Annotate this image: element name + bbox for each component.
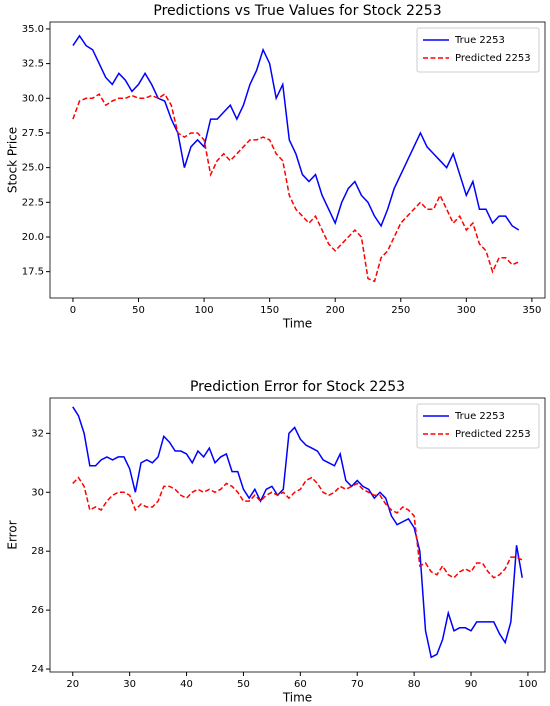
x-tick-label: 150 [260,305,279,316]
y-tick-label: 30.0 [22,93,44,104]
y-tick-label: 30 [31,487,44,498]
y-tick-label: 25.0 [22,163,44,174]
legend-label: True 2253 [454,35,505,46]
plot-frame [49,397,546,673]
chart-title: Predictions vs True Values for Stock 225… [153,3,441,19]
y-axis-label: Error [6,520,20,549]
x-tick-label: 20 [66,679,79,690]
y-tick-label: 24 [31,664,44,675]
x-axis-label: Time [282,317,312,331]
legend-label: Predicted 2253 [455,429,531,440]
y-tick-label: 28 [31,546,44,557]
y-tick-label: 27.5 [22,128,44,139]
x-tick-label: 90 [465,679,478,690]
legend-label: True 2253 [454,411,505,422]
x-tick-label: 80 [408,679,421,690]
y-tick-label: 35.0 [22,24,44,35]
x-tick-label: 70 [351,679,364,690]
x-tick-label: 60 [294,679,307,690]
series-line [72,406,523,659]
y-tick-label: 22.5 [22,197,44,208]
legend-label: Predicted 2253 [455,53,531,64]
x-tick-label: 0 [70,305,76,316]
x-tick-label: 100 [518,679,537,690]
x-tick-label: 200 [326,305,345,316]
series-line [72,34,520,231]
plot-frame [49,21,546,299]
legend-box [416,27,540,73]
y-tick-label: 17.5 [22,267,44,278]
y-tick-label: 26 [31,605,44,616]
x-tick-label: 300 [457,305,476,316]
y-axis-label: Stock Price [6,127,20,193]
x-axis-label: Time [282,691,312,705]
x-tick-label: 100 [195,305,214,316]
series-line [72,476,523,579]
series-line [72,93,520,283]
y-tick-label: 20.0 [22,232,44,243]
x-tick-label: 50 [132,305,145,316]
x-tick-label: 50 [237,679,250,690]
chart-title: Prediction Error for Stock 2253 [190,379,405,395]
x-tick-label: 30 [123,679,136,690]
legend-box [416,403,540,449]
x-tick-label: 40 [180,679,193,690]
y-tick-label: 32.5 [22,59,44,70]
x-tick-label: 350 [522,305,541,316]
y-tick-label: 32 [31,428,44,439]
x-tick-label: 250 [391,305,410,316]
